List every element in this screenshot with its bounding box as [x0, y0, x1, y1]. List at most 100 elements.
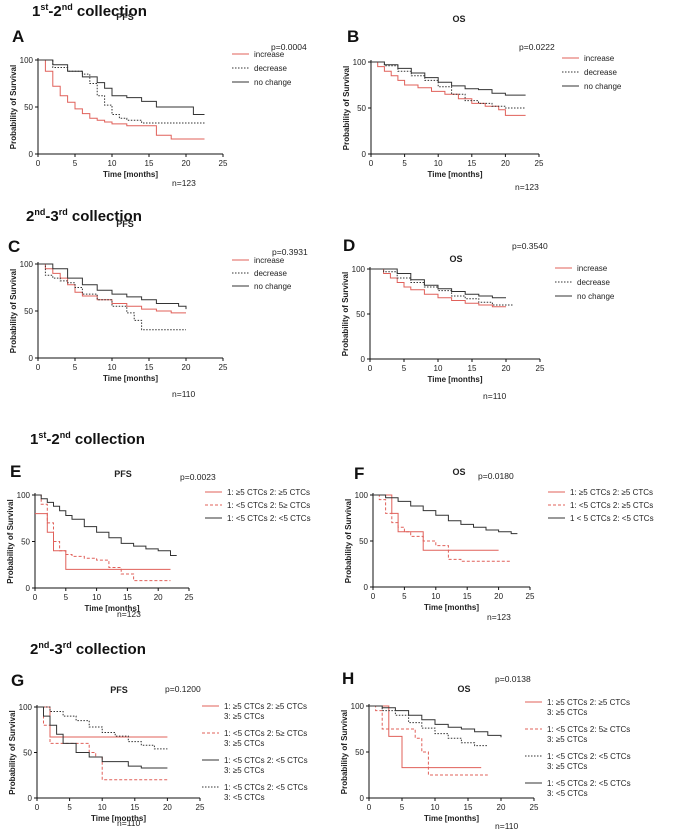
y-tick-label: 50 [21, 538, 30, 547]
y-tick-label: 50 [24, 103, 33, 112]
series-line-3 [369, 705, 488, 747]
chart-title: PFS [110, 685, 128, 695]
y-axis-label: Probability of Survival [8, 710, 17, 794]
panel-letter: D [343, 236, 355, 255]
chart-title: PFS [114, 469, 132, 479]
x-tick-label: 0 [35, 803, 40, 812]
panel-letter: B [347, 27, 359, 46]
legend-label-line: 1 < 5 CTCs 2: <5 CTCs [570, 514, 654, 523]
legend-label: increase [254, 50, 285, 59]
series-line-2 [35, 494, 171, 582]
x-axis-label: Time [months] [103, 170, 158, 179]
legend-label-line: 3: ≥5 CTCs [547, 708, 587, 717]
legend-label-line: increase [577, 264, 608, 273]
series-line-3 [373, 494, 518, 535]
sample-size: n=110 [495, 821, 519, 829]
x-tick-label: 10 [434, 364, 443, 373]
p-value: p=0.0180 [478, 471, 514, 481]
x-tick-label: 0 [371, 592, 376, 601]
x-axis-label: Time [months] [428, 375, 483, 384]
legend-label-line: 3: <5 CTCs [224, 793, 265, 802]
x-tick-label: 5 [400, 803, 405, 812]
series-line-1 [370, 268, 506, 308]
legend-label-line: 3: ≥5 CTCs [547, 735, 587, 744]
legend-label-line: 3: ≥5 CTCs [224, 712, 264, 721]
x-tick-label: 0 [36, 363, 41, 372]
x-tick-label: 10 [431, 803, 440, 812]
y-tick-label: 100 [355, 491, 369, 500]
x-tick-label: 5 [67, 803, 72, 812]
panel-e: E PFS p=0.0023 n=123 0 5 10 15 20 25 0 50 100 Time [m… [6, 462, 311, 619]
legend-label: 1: ≥5 CTCs 2: ≥5 CTCs [570, 488, 653, 497]
x-tick-label: 20 [494, 592, 503, 601]
legend-label: 1 < 5 CTCs 2: <5 CTCs [570, 514, 654, 523]
panel-f: F OS p=0.0180 n=123 0 5 10 15 20 25 0 50 100 Time [mo… [344, 464, 654, 622]
x-tick-label: 20 [154, 593, 163, 602]
legend-label-line: 1: <5 CTCs 2: <5 CTCs [547, 779, 631, 788]
legend-label: no change [254, 78, 292, 87]
series-line-3 [38, 263, 187, 310]
series-line-2 [370, 268, 513, 306]
y-axis-label: Probability of Survival [344, 499, 353, 583]
y-tick-label: 50 [24, 307, 33, 316]
x-tick-label: 20 [497, 803, 506, 812]
x-axis-label: Time [months] [85, 604, 140, 613]
series-line-2 [371, 61, 526, 109]
y-tick-label: 100 [19, 703, 33, 712]
series-line-4 [37, 706, 168, 750]
legend-label: no change [584, 82, 622, 91]
panel-letter: H [342, 669, 354, 688]
y-axis-label: Probability of Survival [342, 66, 351, 150]
chart-title: PFS [116, 12, 134, 22]
panel-letter: E [10, 462, 21, 481]
y-tick-label: 0 [28, 794, 33, 803]
legend-label: decrease [577, 278, 610, 287]
legend-label: increase [577, 264, 608, 273]
series-line-3 [35, 494, 177, 556]
y-tick-label: 100 [352, 265, 366, 274]
chart-title: OS [452, 14, 465, 24]
p-value: p=0.0222 [519, 42, 555, 52]
series-line-2 [373, 494, 512, 562]
legend-label-line: 1: <5 CTCs 2: <5 CTCs [547, 752, 631, 761]
legend-label-line: 3: ≥5 CTCs [224, 739, 264, 748]
legend-label-line: 3: <5 CTCs [547, 789, 588, 798]
x-tick-label: 10 [108, 363, 117, 372]
panel-b: B OS p=0.0222 n=123 0 5 10 15 20 25 0 50 100 Time [mo… [342, 14, 622, 192]
y-tick-label: 0 [361, 355, 366, 364]
series-line-1 [371, 61, 526, 116]
legend-label: decrease [584, 68, 617, 77]
x-tick-label: 5 [402, 159, 407, 168]
x-tick-label: 20 [182, 159, 191, 168]
p-value: p=0.3540 [512, 241, 548, 251]
legend-label-line: decrease [577, 278, 610, 287]
legend-label: decrease [254, 64, 287, 73]
legend-label-line: decrease [254, 269, 287, 278]
legend-label: 1: <5 CTCs 2: ≥5 CTCs [570, 501, 653, 510]
legend-label-line: 1: ≥5 CTCs 2: ≥5 CTCs [224, 702, 307, 711]
panel-c: C PFS p=0.3931 n=110 0 5 10 15 20 25 0 50 100 Time [m… [8, 219, 308, 399]
x-tick-label: 25 [185, 593, 194, 602]
x-tick-label: 20 [182, 363, 191, 372]
series-line-1 [369, 705, 482, 769]
legend-label-line: 1: <5 CTCs 2: 5≥ CTCs [547, 725, 630, 734]
y-tick-label: 50 [357, 104, 366, 113]
legend-label-line: 3: ≥5 CTCs [547, 762, 587, 771]
legend-label: 1: <5 CTCs 2: <5 CTCs 3: ≥5 CTCs [547, 752, 631, 771]
x-tick-label: 5 [402, 592, 407, 601]
x-tick-label: 10 [108, 159, 117, 168]
y-tick-label: 0 [29, 150, 34, 159]
y-tick-label: 0 [29, 354, 34, 363]
y-tick-label: 100 [353, 58, 367, 67]
x-tick-label: 10 [434, 159, 443, 168]
section-title-4: 2nd-3rd collection [30, 640, 146, 658]
p-value: p=0.0004 [271, 42, 307, 52]
x-axis-label: Time [months] [424, 814, 479, 823]
series-line-2 [369, 705, 488, 776]
legend-label: 1: ≥5 CTCs 2: ≥5 CTCs 3: ≥5 CTCs [224, 702, 307, 721]
panel-letter: C [8, 237, 20, 256]
legend-label-line: increase [254, 256, 285, 265]
sample-size: n=123 [172, 178, 196, 188]
legend-label-line: 1: ≥5 CTCs 2: ≥5 CTCs [547, 698, 630, 707]
